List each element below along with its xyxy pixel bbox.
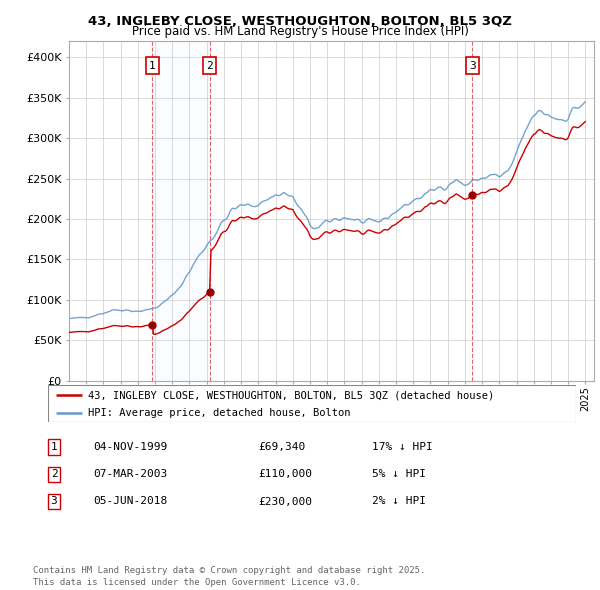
Text: 2: 2	[50, 470, 58, 479]
Text: Price paid vs. HM Land Registry's House Price Index (HPI): Price paid vs. HM Land Registry's House …	[131, 25, 469, 38]
Text: 43, INGLEBY CLOSE, WESTHOUGHTON, BOLTON, BL5 3QZ: 43, INGLEBY CLOSE, WESTHOUGHTON, BOLTON,…	[88, 15, 512, 28]
Text: 17% ↓ HPI: 17% ↓ HPI	[372, 442, 433, 452]
Text: £230,000: £230,000	[258, 497, 312, 506]
Text: 1: 1	[50, 442, 58, 452]
Text: 07-MAR-2003: 07-MAR-2003	[93, 470, 167, 479]
Text: 04-NOV-1999: 04-NOV-1999	[93, 442, 167, 452]
Text: £69,340: £69,340	[258, 442, 305, 452]
Text: 43, INGLEBY CLOSE, WESTHOUGHTON, BOLTON, BL5 3QZ (detached house): 43, INGLEBY CLOSE, WESTHOUGHTON, BOLTON,…	[88, 390, 494, 400]
Text: 2: 2	[206, 61, 213, 71]
Text: 3: 3	[50, 497, 58, 506]
Text: 3: 3	[469, 61, 476, 71]
Text: Contains HM Land Registry data © Crown copyright and database right 2025.
This d: Contains HM Land Registry data © Crown c…	[33, 566, 425, 587]
Text: £110,000: £110,000	[258, 470, 312, 479]
FancyBboxPatch shape	[48, 385, 576, 422]
Text: 05-JUN-2018: 05-JUN-2018	[93, 497, 167, 506]
Text: HPI: Average price, detached house, Bolton: HPI: Average price, detached house, Bolt…	[88, 408, 350, 418]
Text: 2% ↓ HPI: 2% ↓ HPI	[372, 497, 426, 506]
Bar	[152, 41, 210, 381]
Text: 1: 1	[149, 61, 155, 71]
Text: 5% ↓ HPI: 5% ↓ HPI	[372, 470, 426, 479]
